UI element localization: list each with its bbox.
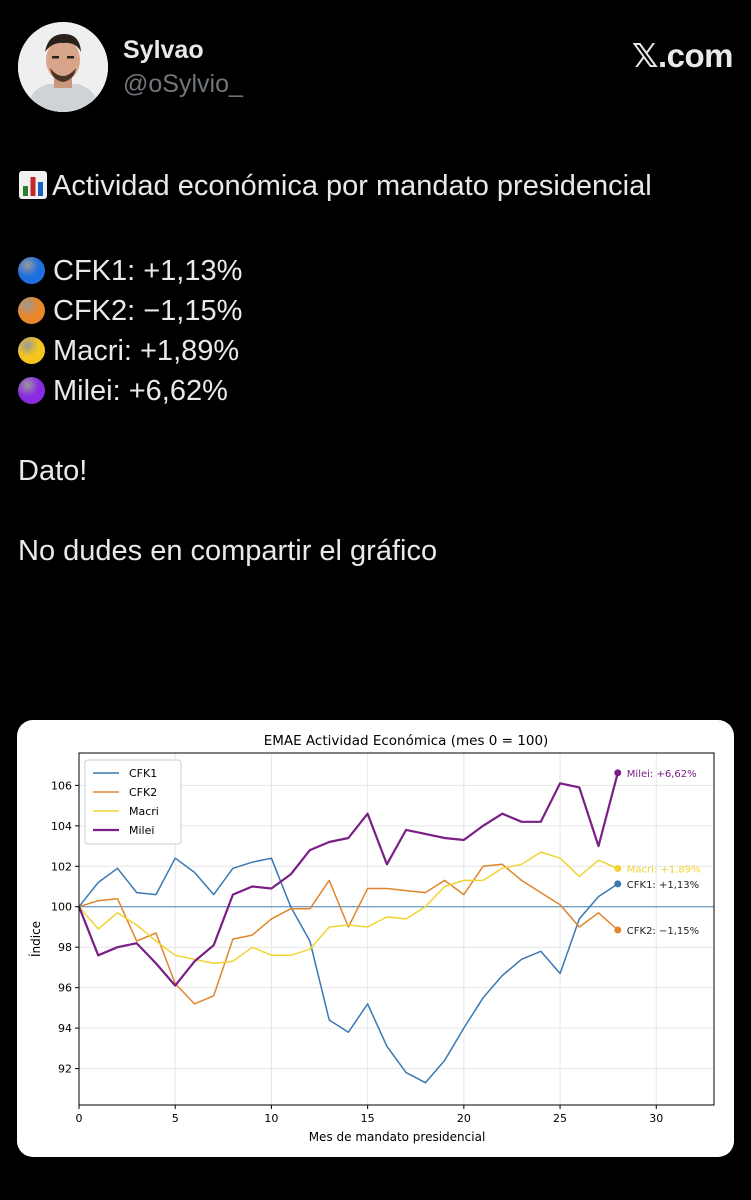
list-item-label: CFK2: −1,15% xyxy=(53,295,243,327)
list-item-label: Macri: +1,89% xyxy=(53,335,240,367)
series-end-label-macri: Macri: +1,89% xyxy=(627,865,701,876)
series-line-milei xyxy=(77,772,619,987)
x-tick-label: 10 xyxy=(264,1112,278,1125)
tweet-line-dato: Dato! xyxy=(18,455,88,487)
avatar[interactable] xyxy=(18,22,108,112)
series-line-cfk1 xyxy=(78,857,619,1084)
legend-box xyxy=(84,759,182,845)
x-axis-label: Mes de mandato presidencial xyxy=(309,1130,486,1144)
y-tick-label: 96 xyxy=(58,982,72,995)
display-name[interactable]: Sylvao xyxy=(123,36,204,64)
x-tick-label: 25 xyxy=(553,1112,567,1125)
y-tick-label: 104 xyxy=(51,820,72,833)
series-end-label-milei: Milei: +6,62% xyxy=(627,769,697,780)
x-logo[interactable]: 𝕏.com xyxy=(631,37,734,74)
series-end-point-cfk1 xyxy=(614,880,622,888)
plot-area: CFK1: +1,13% CFK2: −1,15% Macri: +1,89% Mil… xyxy=(51,752,715,1125)
y-tick-label: 102 xyxy=(51,860,72,873)
x-tick-label: 5 xyxy=(172,1112,179,1125)
list-item: Milei: +6,62% xyxy=(18,371,733,411)
legend-label: Milei xyxy=(129,824,154,837)
avatar-image xyxy=(18,22,108,112)
series-end-point-macri xyxy=(614,865,622,873)
y-tick-label: 94 xyxy=(58,1022,72,1035)
x-tick-label: 15 xyxy=(361,1112,375,1125)
yellow-circle-icon xyxy=(18,337,45,364)
chart-image[interactable]: EMAE Actividad Económica (mes 0 = 100) M… xyxy=(17,720,734,1157)
tweet-line-share: No dudes en compartir el gráfico xyxy=(18,535,438,567)
bar-chart-icon xyxy=(18,170,48,211)
x-tick-label: 30 xyxy=(649,1112,663,1125)
x-tick-label: 20 xyxy=(457,1112,471,1125)
legend-label: CFK2 xyxy=(129,786,157,799)
y-tick-label: 92 xyxy=(58,1063,72,1076)
list-item: Macri: +1,89% xyxy=(18,331,733,371)
series-end-point-milei xyxy=(614,769,622,777)
y-axis-label: Índice xyxy=(28,921,43,957)
y-tick-label: 106 xyxy=(51,779,72,792)
x-tick-label: 0 xyxy=(76,1112,83,1125)
purple-circle-icon xyxy=(18,377,45,404)
legend-label: CFK1 xyxy=(129,767,157,780)
tweet-body: Actividad económica por mandato presiden… xyxy=(18,166,733,571)
list-item: CFK1: +1,13% xyxy=(18,251,733,291)
chart-title: EMAE Actividad Económica (mes 0 = 100) xyxy=(264,733,549,749)
plot-frame xyxy=(78,752,715,1106)
series-line-macri xyxy=(78,851,619,965)
y-tick-label: 98 xyxy=(58,941,72,954)
list-item: CFK2: −1,15% xyxy=(18,291,733,331)
list-item-label: CFK1: +1,13% xyxy=(53,255,243,287)
series-line-cfk2 xyxy=(78,863,619,1005)
series-end-point-cfk2 xyxy=(614,926,622,934)
tweet-title: Actividad económica por mandato presiden… xyxy=(52,170,652,202)
tweet-title-line: Actividad económica por mandato presiden… xyxy=(18,166,733,211)
series-end-label-cfk2: CFK2: −1,15% xyxy=(627,926,699,937)
line-chart: EMAE Actividad Económica (mes 0 = 100) M… xyxy=(28,733,715,1144)
series-end-label-cfk1: CFK1: +1,13% xyxy=(627,880,699,891)
user-handle[interactable]: @oSylvio_ xyxy=(123,70,243,98)
orange-circle-icon xyxy=(18,297,45,324)
y-tick-label: 100 xyxy=(51,901,72,914)
blue-circle-icon xyxy=(18,257,45,284)
legend-label: Macri xyxy=(129,805,159,818)
tweet-header: Sylvao @oSylvio_ 𝕏.com xyxy=(18,22,734,118)
list-item-label: Milei: +6,62% xyxy=(53,375,228,407)
